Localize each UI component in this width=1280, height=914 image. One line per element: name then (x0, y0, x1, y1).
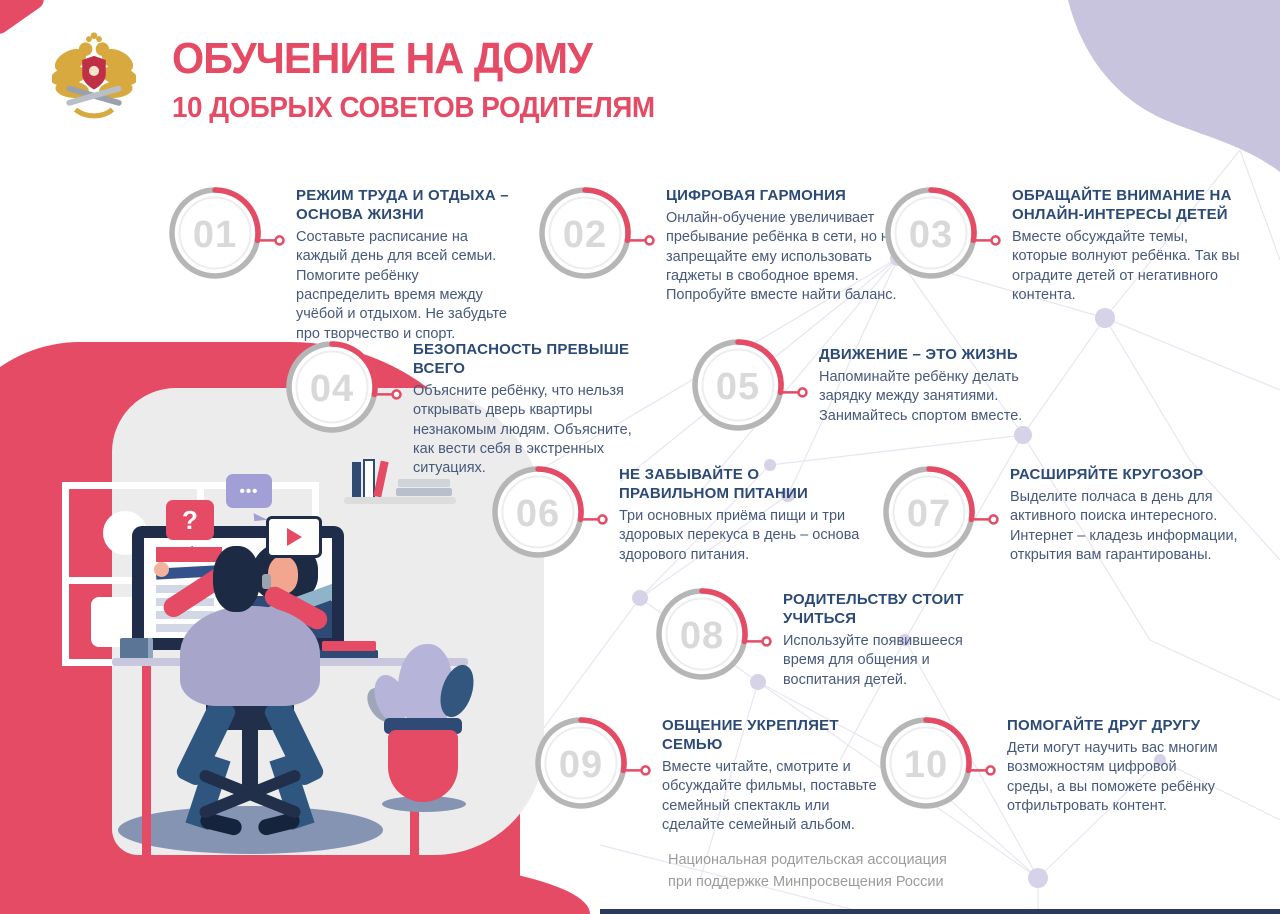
tip-06-title: НЕ ЗАБЫВАЙТЕ О ПРАВИЛЬНОМ ПИТАНИИ (619, 466, 808, 503)
tip-09-badge: 09 (535, 717, 651, 809)
book-stack (398, 479, 450, 487)
pink-blob-curve (300, 855, 590, 914)
tip-10-body: Дети могут научить вас многим возможност… (1007, 740, 1218, 814)
shelf-board (344, 497, 456, 504)
tip-06-badge: 06 (492, 466, 608, 558)
svg-text:06: 06 (516, 493, 560, 535)
plant-shadow (382, 796, 466, 812)
bubble-tail (252, 503, 268, 522)
person-head (213, 546, 260, 612)
tip-04-title: БЕЗОПАСНОСТЬ ПРЕВЫШЕ ВСЕГО (413, 341, 630, 378)
bottom-edge-bar (600, 909, 1280, 914)
tip-01-body: Составьте расписание на каждый день для … (296, 229, 507, 342)
tip-05: 05 ДВИЖЕНИЕ – ЭТО ЖИЗНЬ Напоминайте ребё… (686, 333, 1022, 442)
page-title: ОБУЧЕНИЕ НА ДОМУ (172, 34, 593, 83)
person-torso (180, 606, 320, 706)
tip-05-body: Напоминайте ребёнку делать зарядку между… (819, 369, 1023, 424)
video-call-headset (262, 574, 271, 589)
tip-03-body: Вместе обсуждайте темы, которые волнуют … (1012, 229, 1240, 303)
tip-07-title: РАСШИРЯЙТЕ КРУГОЗОР (1010, 466, 1204, 483)
plant-pot (388, 730, 458, 802)
typing-bubble: ••• (226, 474, 272, 522)
typing-dots-icon: ••• (239, 482, 259, 500)
mug (120, 638, 153, 660)
tip-04-body: Объясните ребёнку, что нельзя открывать … (413, 383, 632, 477)
svg-text:08: 08 (680, 615, 724, 657)
question-mark-icon: ? (182, 504, 198, 535)
tip-03-title: ОБРАЩАЙТЕ ВНИМАНИЕ НА ОНЛАЙН-ИНТЕРЕСЫ ДЕ… (1012, 187, 1232, 224)
desk-books-pink (322, 641, 376, 651)
tip-03: 03 ОБРАЩАЙТЕ ВНИМАНИЕ НА ОНЛАЙН-ИНТЕРЕСЫ… (879, 181, 1240, 303)
ministry-emblem-logo (52, 32, 136, 119)
corner-blob-lavender (1068, 0, 1280, 172)
footer-line-2: при поддержке Минпросвещения России (668, 874, 944, 891)
svg-text:04: 04 (310, 368, 354, 410)
tip-01-badge: 01 (169, 187, 285, 279)
svg-text:01: 01 (193, 214, 237, 256)
tip-09-body: Вместе читайте, смотрите и обсуждайте фи… (662, 759, 877, 833)
tip-09-title: ОБЩЕНИЕ УКРЕПЛЯЕТ СЕМЬЮ (662, 717, 839, 754)
tip-06-body: Три основных приёма пищи и три здоровых … (619, 508, 860, 563)
tip-05-title: ДВИЖЕНИЕ – ЭТО ЖИЗНЬ (819, 346, 1018, 363)
chair-post (242, 716, 258, 796)
tip-02-body: Онлайн-обучение увеличивает пребывание р… (666, 210, 897, 304)
doc-bar-red (156, 547, 222, 562)
svg-text:07: 07 (907, 493, 951, 535)
tip-10-badge: 10 (880, 717, 996, 809)
footer-line-1: Национальная родительская ассоциация (668, 852, 947, 868)
tip-03-badge: 03 (885, 187, 1001, 279)
person-hand (154, 562, 169, 577)
tip-10-title: ПОМОГАЙТЕ ДРУГ ДРУГУ (1007, 717, 1201, 734)
tip-07-body: Выделите полчаса в день для активного по… (1010, 489, 1238, 563)
tip-10: 10 ПОМОГАЙТЕ ДРУГ ДРУГУ Дети могут научи… (874, 711, 1218, 820)
desk-books-navy (318, 650, 378, 661)
book-stack (396, 488, 452, 496)
tip-09: 09 ОБЩЕНИЕ УКРЕПЛЯЕТ СЕМЬЮ Вместе читайт… (529, 711, 877, 833)
doc-line (156, 624, 206, 632)
play-badge (266, 516, 322, 558)
tip-02-title: ЦИФРОВАЯ ГАРМОНИЯ (666, 187, 847, 204)
tip-08-badge: 08 (656, 588, 772, 680)
book (373, 460, 389, 498)
doc-line (156, 611, 214, 619)
tip-02: 02 ЦИФРОВАЯ ГАРМОНИЯ Онлайн-обучение уве… (533, 181, 897, 303)
desk-leg (142, 666, 151, 862)
bubble-tail (178, 536, 194, 554)
tip-06: 06 НЕ ЗАБЫВАЙТЕ О ПРАВИЛЬНОМ ПИТАНИИ Три… (486, 460, 859, 569)
svg-text:03: 03 (909, 214, 953, 256)
play-icon (286, 528, 302, 546)
tip-05-badge: 05 (692, 339, 808, 431)
tip-07-badge: 07 (883, 466, 999, 558)
tip-08: 08 РОДИТЕЛЬСТВУ СТОИТ УЧИТЬСЯ Используйт… (650, 582, 963, 691)
svg-text:02: 02 (563, 214, 607, 256)
book (352, 462, 361, 497)
tip-04-badge: 04 (286, 341, 402, 433)
tip-08-body: Используйте появившееся время для общени… (783, 633, 963, 688)
bookshelf (344, 455, 460, 507)
chair-shadow (118, 806, 383, 854)
svg-text:05: 05 (716, 366, 760, 408)
tip-07: 07 РАСШИРЯЙТЕ КРУГОЗОР Выделите полчаса … (877, 460, 1238, 569)
question-bubble: ? (166, 500, 214, 554)
svg-text:10: 10 (904, 744, 948, 786)
footer-credit: Национальная родительская ассоциация при… (668, 849, 947, 894)
svg-text:09: 09 (559, 744, 603, 786)
page-subtitle: 10 ДОБРЫХ СОВЕТОВ РОДИТЕЛЯМ (172, 92, 655, 124)
tip-08-title: РОДИТЕЛЬСТВУ СТОИТ УЧИТЬСЯ (783, 591, 964, 628)
tip-01: 01 РЕЖИМ ТРУДА И ОТДЫХА – ОСНОВА ЖИЗНИ С… (163, 181, 509, 342)
tip-02-badge: 02 (539, 187, 655, 279)
tip-01-title: РЕЖИМ ТРУДА И ОТДЫХА – ОСНОВА ЖИЗНИ (296, 187, 509, 224)
tip-04: 04 БЕЗОПАСНОСТЬ ПРЕВЫШЕ ВСЕГО Объясните … (280, 335, 632, 476)
